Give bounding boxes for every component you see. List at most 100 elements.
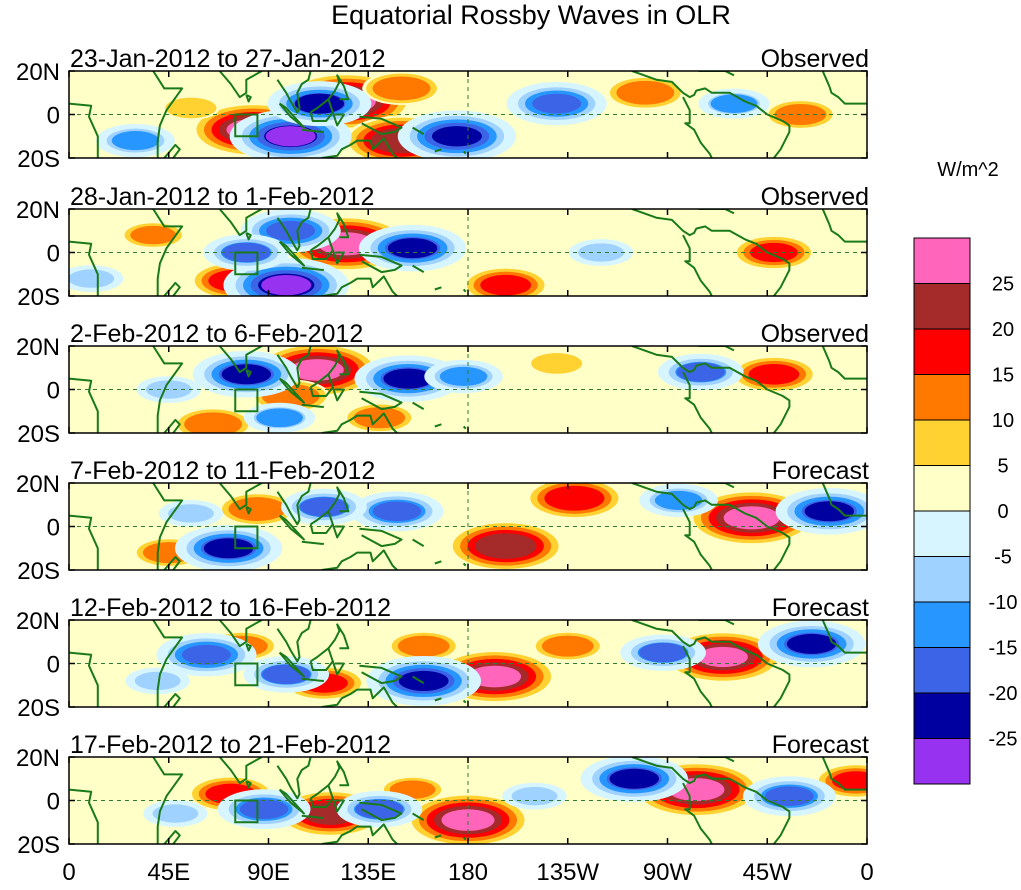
- y-tick-label: 0: [47, 103, 60, 130]
- anomaly-core: [639, 89, 652, 96]
- coastline: [828, 85, 867, 105]
- anomaly-cell: [657, 353, 744, 391]
- index-box: [234, 388, 259, 413]
- coastline: [462, 562, 467, 567]
- y-tick-label: 20N: [16, 471, 60, 498]
- y-tick-label: 0: [47, 515, 60, 542]
- coastline: [278, 788, 305, 815]
- anomaly-cell: [407, 793, 529, 844]
- coastline: [321, 137, 398, 158]
- coastline: [301, 677, 324, 682]
- coastline: [276, 346, 312, 389]
- anomaly-cell: [350, 491, 444, 532]
- colorbar-swatch: [913, 647, 971, 694]
- anomaly-cell: [502, 782, 567, 810]
- coastline: [828, 497, 867, 517]
- coastline: [631, 71, 791, 158]
- panel-1: 20N 0 20S 23-Jan-2012 to 27-Jan-2012 Observe…: [16, 45, 869, 173]
- y-tick-label: 0: [47, 241, 60, 268]
- anomaly-core: [462, 817, 474, 824]
- anomaly-cell: [731, 355, 817, 393]
- coastline: [359, 664, 403, 685]
- coastlines: [69, 71, 867, 158]
- colorbar-level-label: -15: [989, 638, 1018, 660]
- anomaly-core: [805, 640, 818, 647]
- coastline: [69, 240, 99, 296]
- coastline: [412, 264, 425, 273]
- coastline: [682, 96, 713, 158]
- x-tick-label: 135E: [340, 859, 396, 886]
- coastline: [301, 403, 324, 408]
- y-tick-label: 20N: [16, 745, 60, 772]
- panel-date-range: 2-Feb-2012 to 6-Feb-2012: [70, 320, 363, 348]
- index-box: [234, 525, 259, 550]
- anomaly-cell: [620, 634, 706, 671]
- coastline: [245, 369, 252, 378]
- x-tick-label: 45W: [743, 859, 793, 886]
- panel-6: 20N 0 20S 17-Feb-2012 to 21-Feb-2012 Forecas…: [16, 731, 869, 859]
- x-tick-label: 0: [860, 859, 873, 886]
- anomaly-core: [395, 85, 408, 92]
- x-tick-label: 90E: [247, 859, 290, 886]
- coastline: [828, 771, 867, 791]
- panel-date-range: 23-Jan-2012 to 27-Jan-2012: [70, 45, 386, 73]
- coastline: [412, 401, 425, 410]
- anomaly-core: [499, 543, 512, 550]
- coastline: [821, 209, 831, 225]
- colorbar-swatch: [913, 556, 971, 603]
- index-box: [234, 662, 259, 687]
- coastline: [821, 757, 831, 773]
- coastline: [327, 760, 350, 787]
- colorbar-swatch: [913, 510, 971, 557]
- coastline: [327, 349, 350, 376]
- x-tick-label: 45E: [147, 859, 190, 886]
- coastline: [631, 209, 791, 296]
- anomaly-core: [406, 245, 419, 252]
- anomaly-core: [488, 673, 501, 680]
- coastline: [359, 253, 403, 274]
- coastline: [821, 483, 831, 499]
- coastlines: [69, 483, 867, 570]
- colorbar-swatch: [913, 465, 971, 512]
- anomaly-core: [690, 786, 703, 793]
- coastline: [321, 275, 398, 296]
- anomaly-cell: [336, 790, 423, 828]
- colorbar-level-label: 15: [992, 365, 1014, 387]
- coastline: [331, 386, 345, 402]
- colorbar-swatch: [913, 738, 971, 785]
- coastline: [163, 693, 181, 707]
- coastline: [462, 836, 467, 841]
- anomaly-core: [222, 545, 235, 552]
- anomaly-core: [169, 810, 182, 817]
- anomaly-core: [373, 806, 386, 813]
- anomaly-cell: [424, 359, 503, 394]
- anomaly-core: [280, 671, 293, 678]
- anomaly-core: [550, 360, 563, 367]
- anomaly-cell: [742, 776, 836, 817]
- coastline: [331, 797, 345, 813]
- coastline: [152, 71, 184, 158]
- anomaly-cell: [580, 757, 688, 803]
- x-axis: 0 45E 90E 135E 180 135W 90W 45W 0: [62, 859, 873, 886]
- coastlines: [69, 620, 867, 707]
- x-tick-label: 0: [62, 859, 75, 886]
- anomaly-cell: [462, 266, 549, 296]
- anomaly-cell: [448, 521, 564, 570]
- coastline: [163, 143, 181, 158]
- coastline: [301, 540, 324, 545]
- coastline: [828, 634, 867, 654]
- coastline: [69, 102, 99, 158]
- coastline: [412, 538, 425, 547]
- panel-2: 20N 0 20S 28-Jan-2012 to 1-Feb-2012 Observed: [16, 183, 869, 311]
- anomaly-core: [783, 793, 796, 800]
- anomaly-core: [849, 777, 862, 784]
- coastline: [276, 71, 312, 114]
- coastline: [682, 508, 713, 570]
- coastline: [278, 102, 305, 129]
- anomaly-cell: [775, 487, 867, 535]
- coastline: [218, 346, 263, 374]
- coastline: [321, 823, 398, 844]
- anomaly-cell: [121, 221, 186, 249]
- anomaly-core: [628, 775, 641, 782]
- coastline: [245, 232, 252, 241]
